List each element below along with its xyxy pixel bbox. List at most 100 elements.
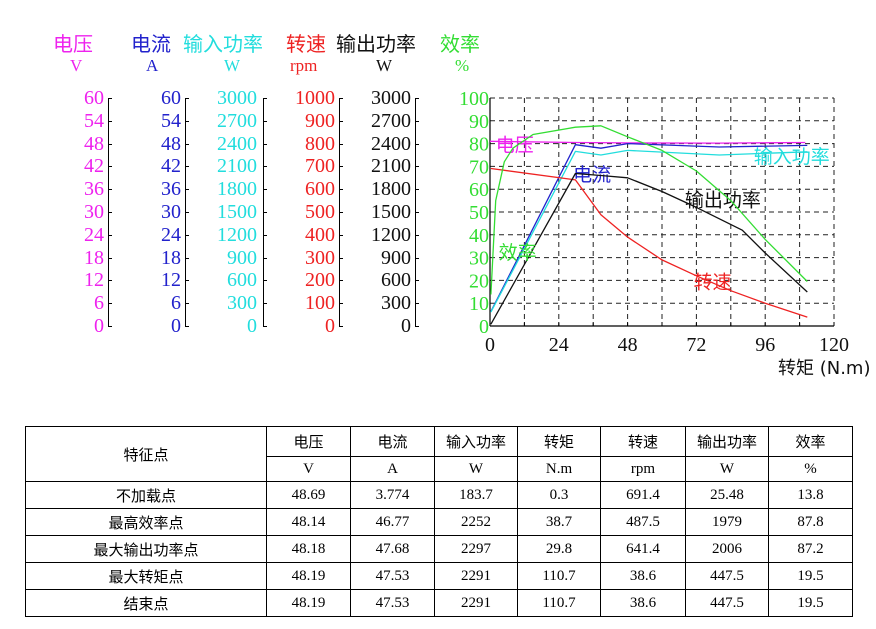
table-cell: 38.6 xyxy=(600,589,686,617)
x-axis-tick-label: 120 xyxy=(819,334,849,356)
voltage-axis-tick-mark xyxy=(108,257,112,259)
input-power-axis-tick-label: 1500 xyxy=(217,201,257,223)
table-unit-cell: A xyxy=(350,456,435,482)
current-axis-tick-mark xyxy=(185,234,189,236)
series-line-电压 xyxy=(489,140,806,144)
series-label: 输出功率 xyxy=(685,189,761,211)
input-power-axis-tick-label: 1200 xyxy=(217,223,257,246)
table-row: 最大转矩点 48.19 47.53 2291 110.7 38.6 447.5 19.5 xyxy=(25,562,853,590)
speed-axis-tick-label: 300 xyxy=(305,246,335,269)
y-axis-tick-label: 30 xyxy=(469,248,489,270)
voltage-axis-tick-label: 6 xyxy=(94,292,104,315)
table-unit-cell: W xyxy=(434,456,518,482)
table-cell: 1979 xyxy=(685,508,769,536)
voltage-axis-tick-label: 48 xyxy=(84,132,104,155)
speed-axis-tick-label: 700 xyxy=(305,155,335,178)
series-label: 输入功率 xyxy=(754,146,830,168)
input-power-axis-tick-mark xyxy=(263,166,267,168)
series-line-输出功率 xyxy=(490,172,808,325)
current-axis-tick-mark xyxy=(185,189,189,191)
table-header-cell: 电流 xyxy=(350,426,435,457)
voltage-axis-tick-label: 54 xyxy=(84,109,104,132)
x-axis-tick-label: 0 xyxy=(485,334,495,356)
current-axis-tick-mark xyxy=(185,98,189,99)
output-power-axis-tick-mark xyxy=(415,98,419,99)
current-axis-tick-mark xyxy=(185,303,189,305)
y-axis-tick-label: 90 xyxy=(469,111,489,133)
legend-input-power-name: 输入功率 xyxy=(183,32,263,56)
y-axis-tick-label: 50 xyxy=(469,202,489,224)
table-row-label: 不加载点 xyxy=(25,481,267,509)
output-power-axis-tick-mark xyxy=(415,189,419,191)
voltage-axis-tick-label: 42 xyxy=(84,155,104,178)
table-cell: 38.7 xyxy=(517,508,601,536)
x-axis-tick-label: 96 xyxy=(755,334,775,356)
speed-axis-tick-label: 0 xyxy=(325,315,335,337)
output-power-axis-tick-label: 2400 xyxy=(371,132,411,155)
table-cell: 691.4 xyxy=(600,481,686,509)
voltage-axis-tick-label: 0 xyxy=(94,315,104,337)
output-power-axis-tick-label: 2700 xyxy=(371,109,411,132)
current-axis-tick-mark xyxy=(185,120,189,122)
voltage-axis-tick-mark xyxy=(108,166,112,168)
speed-axis-tick-mark xyxy=(339,189,343,191)
voltage-axis-tick-mark xyxy=(108,120,112,122)
y-axis-tick-label: 40 xyxy=(469,225,489,247)
table-header-cell: 转速 xyxy=(600,426,686,457)
table-row: 不加载点 48.69 3.774 183.7 0.3 691.4 25.48 13.8 xyxy=(25,481,853,509)
y-axis-tick-label: 80 xyxy=(469,134,489,156)
input-power-axis-tick-label: 900 xyxy=(227,246,257,269)
table-cell: 447.5 xyxy=(685,562,769,590)
output-power-axis-tick-label: 2100 xyxy=(371,155,411,178)
voltage-axis-tick-mark xyxy=(108,280,112,282)
y-axis-tick-label: 10 xyxy=(469,293,489,315)
legend-current-unit: A xyxy=(146,56,159,75)
table-cell: 183.7 xyxy=(434,481,518,509)
speed-axis-tick-mark xyxy=(339,166,343,168)
table-unit-cell: N.m xyxy=(517,456,601,482)
speed-axis-tick-mark xyxy=(339,98,343,99)
x-axis-tick-label: 72 xyxy=(686,334,706,356)
output-power-axis-tick-mark xyxy=(415,280,419,282)
y-axis-tick-label: 60 xyxy=(469,179,489,201)
voltage-axis-tick-label: 18 xyxy=(84,246,104,269)
input-power-axis-tick-mark xyxy=(263,326,267,327)
legend-current-name: 电流 xyxy=(131,32,171,56)
output-power-axis-tick-mark xyxy=(415,166,419,168)
input-power-axis-tick-mark xyxy=(263,257,267,259)
voltage-axis-tick-mark xyxy=(108,212,112,213)
speed-axis-tick-mark xyxy=(339,257,343,259)
table-header-characteristic-point: 特征点 xyxy=(25,426,267,482)
table-unit-cell: V xyxy=(266,456,351,482)
output-power-axis-tick-label: 900 xyxy=(381,246,411,269)
table-cell: 110.7 xyxy=(517,562,601,590)
table-header-cell: 效率 xyxy=(768,426,853,457)
table-unit-cell: rpm xyxy=(600,456,686,482)
input-power-axis-tick-mark xyxy=(263,234,267,236)
table-cell: 110.7 xyxy=(517,589,601,617)
series-label: 效率 xyxy=(499,242,537,264)
current-axis-tick-mark xyxy=(185,280,189,282)
current-axis-tick-mark xyxy=(185,326,189,327)
table-cell: 48.19 xyxy=(266,562,351,590)
table-row-label: 最高效率点 xyxy=(25,508,267,536)
table-row-label: 最大输出功率点 xyxy=(25,535,267,563)
table-cell: 47.53 xyxy=(350,589,435,617)
table-row: 结束点 48.19 47.53 2291 110.7 38.6 447.5 19.5 xyxy=(25,589,853,617)
current-axis-tick-mark xyxy=(185,257,189,259)
table-unit-cell: % xyxy=(768,456,853,482)
output-power-axis-tick-mark xyxy=(415,234,419,236)
current-axis-tick-label: 18 xyxy=(161,246,181,269)
table-cell: 48.14 xyxy=(266,508,351,536)
output-power-axis-tick-label: 300 xyxy=(381,292,411,315)
table-header-cell: 转矩 xyxy=(517,426,601,457)
table-cell: 47.68 xyxy=(350,535,435,563)
series-label: 转速 xyxy=(694,271,732,293)
characteristic-points-table: 特征点 电压 电流 输入功率 转矩 转速 输出功率 效率 V A W N.m rpm W% 不加载点 48.6… xyxy=(25,426,853,617)
input-power-axis-tick-mark xyxy=(263,280,267,282)
table-cell: 487.5 xyxy=(600,508,686,536)
input-power-axis-tick-label: 2700 xyxy=(217,109,257,132)
table-unit-cell: W xyxy=(685,456,769,482)
legend-voltage-unit: V xyxy=(70,56,83,75)
input-power-axis-tick-mark xyxy=(263,303,267,305)
